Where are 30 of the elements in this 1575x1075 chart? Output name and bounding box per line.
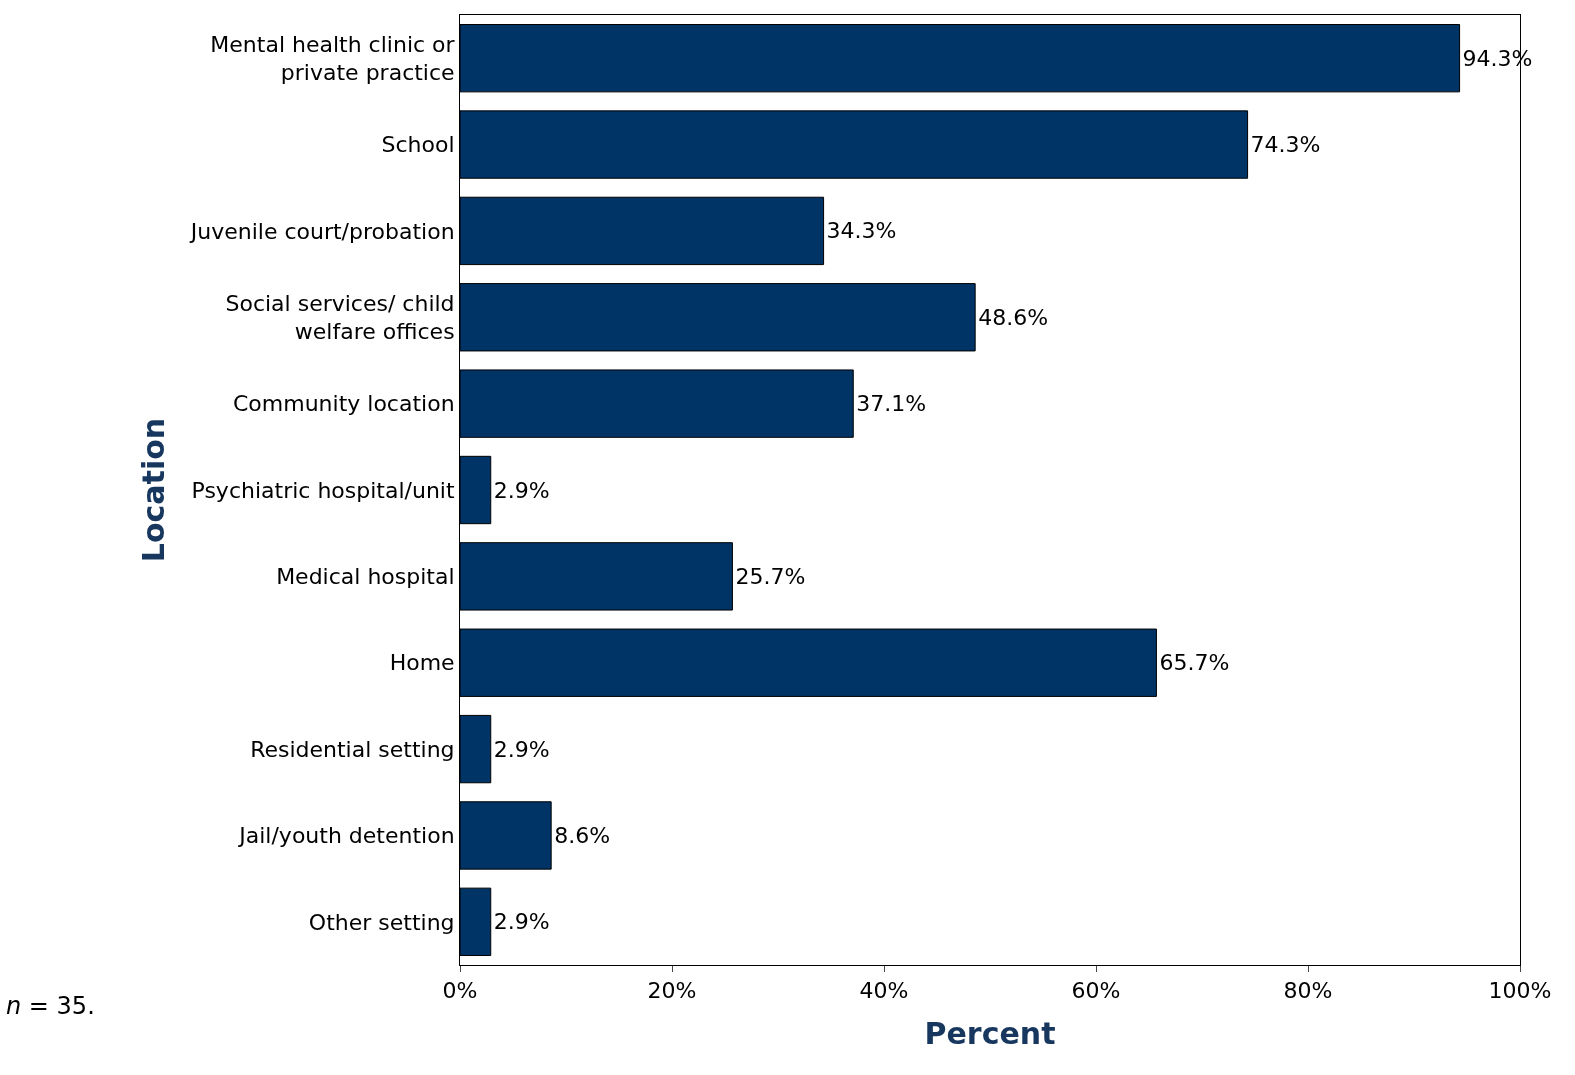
data-label: 37.1%: [856, 391, 927, 417]
data-label: 34.3%: [826, 218, 897, 244]
data-label: 74.3%: [1250, 132, 1321, 158]
y-tick-label: Psychiatric hospital/unit: [191, 477, 455, 503]
y-tick-label: Community location: [232, 391, 455, 417]
y-tick-label: School: [381, 132, 455, 158]
x-axis-title: Percent: [924, 1015, 1056, 1051]
y-tick-label: Social services/ child welfare offices: [225, 290, 455, 345]
x-tick-label: 20%: [647, 978, 697, 1004]
x-tick-label: 40%: [859, 978, 909, 1004]
y-tick-label: Juvenile court/probation: [188, 218, 455, 244]
data-label: 2.9%: [493, 477, 550, 503]
x-tick-label: 60%: [1071, 978, 1121, 1004]
x-tick-label: 100%: [1488, 978, 1552, 1004]
y-tick-label: Mental health clinic or private practice: [210, 31, 456, 86]
data-label: 65.7%: [1159, 650, 1230, 676]
y-tick-label: Home: [389, 650, 455, 676]
y-tick-label: Other setting: [308, 909, 455, 935]
y-tick-label: Residential setting: [250, 736, 455, 762]
data-label: 2.9%: [493, 736, 550, 762]
data-label: 25.7%: [735, 563, 806, 589]
text: n = 35.: [6, 992, 95, 1020]
x-tick-label: 80%: [1283, 978, 1333, 1004]
data-label: 2.9%: [493, 909, 550, 935]
y-tick-label: Jail/youth detention: [237, 823, 455, 849]
data-label: 8.6%: [554, 822, 611, 848]
y-axis-title: Location: [135, 417, 171, 563]
y-tick-label: Medical hospital: [276, 564, 455, 590]
data-label: 48.6%: [978, 304, 1049, 330]
x-tick-label: 0%: [442, 978, 478, 1004]
